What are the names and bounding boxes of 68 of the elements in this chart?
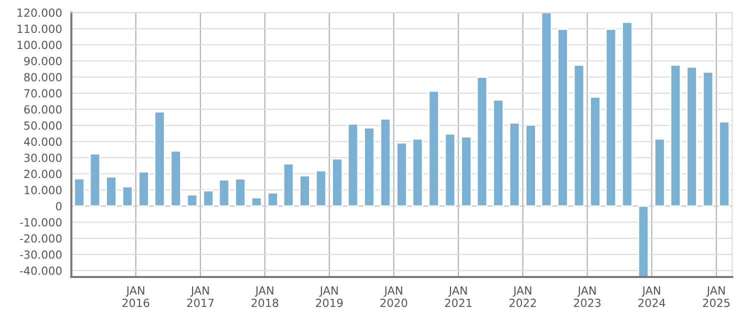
x-tick-label: JAN 2016 bbox=[122, 286, 150, 308]
bar bbox=[508, 122, 520, 207]
x-tick-label: JAN 2023 bbox=[574, 286, 601, 308]
bar bbox=[347, 123, 359, 207]
y-tick-label: 30.000 bbox=[24, 154, 62, 162]
bar bbox=[396, 142, 408, 207]
bar bbox=[476, 76, 488, 207]
bar bbox=[654, 138, 666, 207]
bar bbox=[718, 121, 730, 207]
bar bbox=[282, 163, 294, 207]
x-tick-label: JAN 2020 bbox=[380, 286, 408, 308]
y-tick-label: 80.000 bbox=[24, 73, 62, 82]
bar bbox=[557, 28, 568, 207]
y-tick-label: 100.000 bbox=[18, 40, 62, 50]
bar bbox=[267, 192, 278, 207]
bar bbox=[380, 118, 392, 207]
y-tick-label: 10.000 bbox=[24, 186, 62, 194]
x-tick-label: JAN 2017 bbox=[187, 286, 214, 308]
x-tick-label: JAN 2025 bbox=[703, 286, 730, 308]
bar bbox=[412, 138, 424, 207]
x-tick-label: JAN 2022 bbox=[509, 286, 536, 308]
x-tick-label: JAN 2024 bbox=[638, 286, 666, 308]
bar bbox=[590, 96, 601, 207]
bar bbox=[299, 175, 310, 207]
x-tick-label: JAN 2019 bbox=[316, 286, 343, 308]
bar bbox=[702, 71, 714, 207]
bar bbox=[234, 178, 246, 207]
bar bbox=[315, 170, 327, 207]
bar bbox=[428, 90, 440, 207]
y-tick-label: 50.000 bbox=[24, 121, 62, 130]
bar bbox=[218, 179, 230, 207]
bar bbox=[89, 153, 101, 207]
bar bbox=[622, 22, 633, 207]
x-tick-label: JAN 2021 bbox=[445, 286, 472, 308]
y-tick-label: -20.000 bbox=[20, 234, 62, 243]
y-tick-label: -30.000 bbox=[20, 250, 62, 259]
y-tick-label: 40.000 bbox=[24, 138, 62, 146]
bar bbox=[525, 124, 536, 207]
bar bbox=[670, 64, 682, 207]
bar bbox=[492, 99, 504, 207]
bar bbox=[138, 171, 150, 207]
bar bbox=[122, 186, 134, 207]
y-tick-label: 20.000 bbox=[24, 170, 62, 178]
bar bbox=[74, 178, 85, 207]
y-tick-label: 60.000 bbox=[24, 105, 62, 114]
x-tick-label: JAN 2018 bbox=[252, 286, 278, 308]
bar bbox=[202, 190, 214, 207]
y-tick-label: 90.000 bbox=[24, 56, 62, 66]
bar bbox=[605, 28, 617, 207]
bar bbox=[638, 205, 650, 278]
bar bbox=[250, 196, 262, 207]
bar bbox=[170, 150, 182, 207]
y-tick-label: -40.000 bbox=[20, 266, 62, 275]
bar bbox=[106, 176, 117, 207]
bar bbox=[186, 194, 198, 207]
bar bbox=[332, 158, 343, 207]
y-tick-label: -10.000 bbox=[20, 218, 62, 227]
bar bbox=[154, 111, 166, 207]
y-tick-label: 120.000 bbox=[18, 8, 62, 17]
bar bbox=[540, 12, 552, 207]
bar bbox=[686, 66, 698, 207]
y-tick-label: 0 bbox=[56, 202, 62, 210]
bar bbox=[444, 133, 456, 207]
y-tick-label: 70.000 bbox=[24, 89, 62, 98]
bar bbox=[364, 127, 375, 207]
bar bbox=[573, 64, 585, 207]
y-tick-label: 110.000 bbox=[18, 24, 62, 34]
bar bbox=[460, 136, 472, 207]
